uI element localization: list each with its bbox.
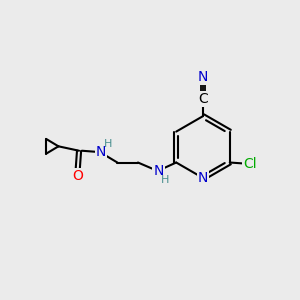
Text: Cl: Cl — [244, 157, 257, 171]
Text: H: H — [161, 175, 169, 184]
Text: N: N — [96, 145, 106, 159]
Text: N: N — [198, 70, 208, 84]
Text: C: C — [198, 92, 208, 106]
Text: N: N — [198, 171, 208, 185]
Text: N: N — [153, 164, 164, 178]
Text: O: O — [72, 169, 83, 183]
Text: H: H — [103, 139, 112, 149]
